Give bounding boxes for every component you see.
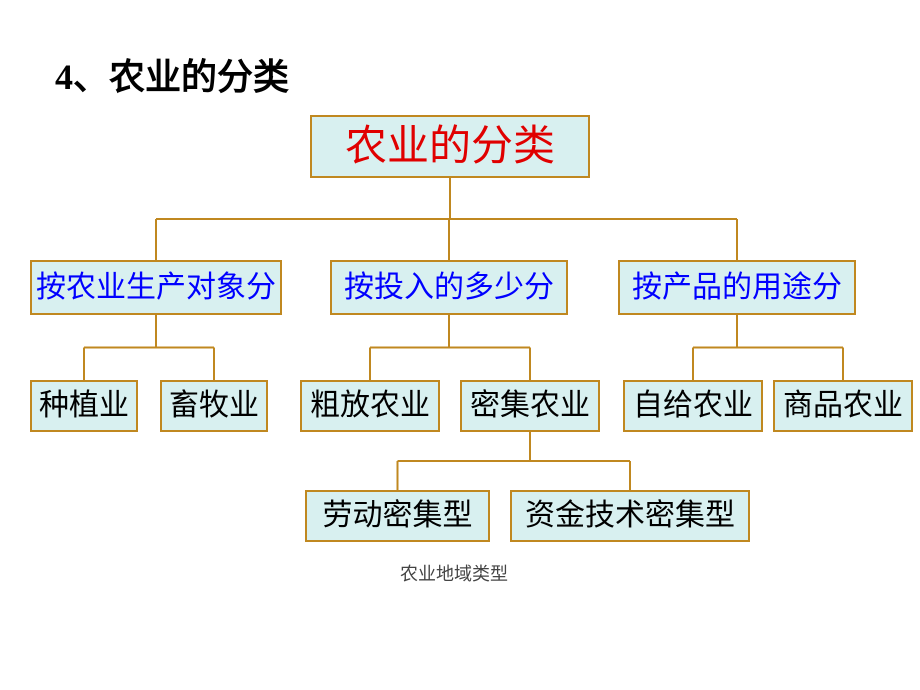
node-criteria-1: 按投入的多少分 xyxy=(330,260,568,315)
node-subleaf-0: 劳动密集型 xyxy=(305,490,490,542)
slide-heading: 4、农业的分类 xyxy=(55,48,289,100)
node-subleaf-1: 资金技术密集型 xyxy=(510,490,750,542)
connector-lines xyxy=(0,0,920,690)
slide-stage: 4、农业的分类 农业地域类型 农业的分类按农业生产对象分按投入的多少分按产品的用… xyxy=(0,0,920,690)
node-leaf-0: 种植业 xyxy=(30,380,138,432)
node-leaf-1: 畜牧业 xyxy=(160,380,268,432)
node-leaf-3: 密集农业 xyxy=(460,380,600,432)
node-root: 农业的分类 xyxy=(310,115,590,178)
footer-text: 农业地域类型 xyxy=(400,560,508,586)
node-criteria-2: 按产品的用途分 xyxy=(618,260,856,315)
node-leaf-2: 粗放农业 xyxy=(300,380,440,432)
node-criteria-0: 按农业生产对象分 xyxy=(30,260,282,315)
node-leaf-5: 商品农业 xyxy=(773,380,913,432)
node-leaf-4: 自给农业 xyxy=(623,380,763,432)
